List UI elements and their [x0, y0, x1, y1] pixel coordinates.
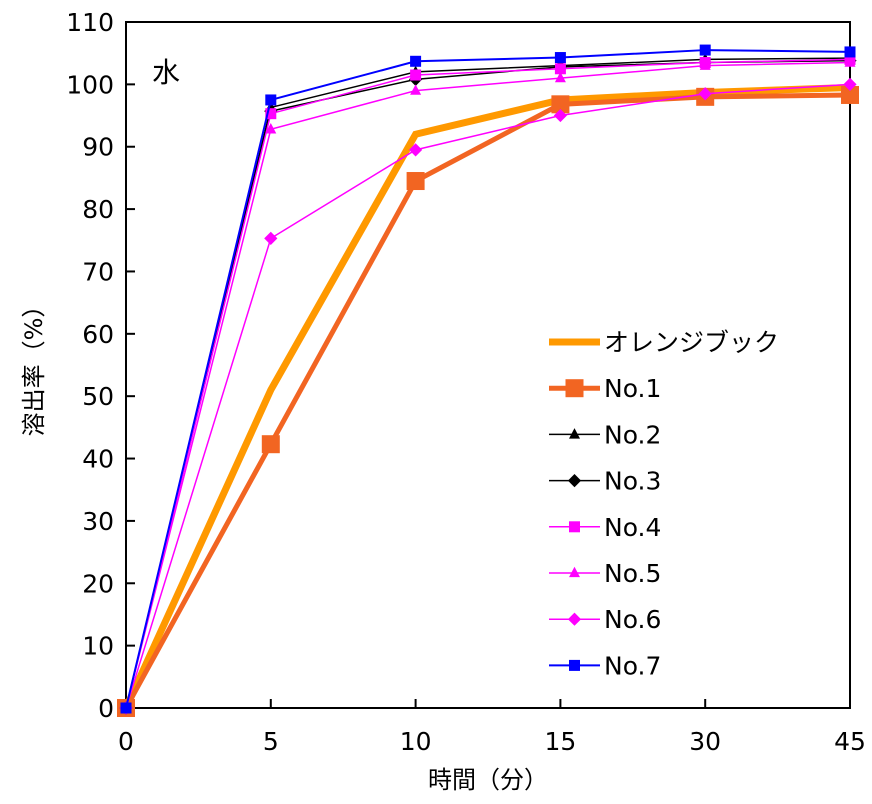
water-annotation: 水 [152, 56, 180, 89]
legend-marker [569, 566, 580, 578]
legend-marker [567, 474, 582, 488]
legend-item-7: No.6 [549, 605, 661, 634]
series-line [125, 61, 851, 709]
series-line [125, 49, 851, 709]
data-point [698, 87, 712, 101]
data-point [699, 44, 711, 56]
x-tick-label: 30 [689, 727, 721, 756]
y-tick-label: 20 [82, 569, 114, 598]
y-tick-label: 80 [82, 195, 114, 224]
y-tick-label: 110 [66, 8, 114, 37]
legend-label: No.3 [604, 467, 661, 496]
series-line [123, 92, 851, 710]
x-axis-title: 時間（分） [428, 766, 548, 794]
y-tick-label: 30 [82, 507, 114, 536]
y-axis-title: 溶出率（%） [20, 294, 48, 437]
legend-item-1: オレンジブック [549, 328, 779, 357]
legend-item-6: No.5 [549, 559, 661, 588]
legend-label: No.6 [604, 605, 661, 634]
data-point [554, 71, 566, 83]
y-tick-label: 70 [82, 257, 114, 286]
y-tick-label: 40 [82, 445, 114, 474]
legend-marker [567, 612, 582, 626]
data-point [699, 59, 711, 70]
legend-item-8: No.7 [549, 651, 661, 680]
data-point [554, 63, 566, 75]
data-point [265, 122, 277, 134]
data-point [551, 95, 570, 114]
legend-label: No.5 [604, 559, 661, 588]
y-tick-label: 50 [82, 382, 114, 411]
data-point [264, 231, 278, 246]
data-point [554, 52, 566, 64]
legend-label: オレンジブック [604, 328, 779, 357]
legend-marker [569, 428, 580, 439]
series-8 [120, 44, 856, 714]
legend-item-5: No.4 [549, 513, 661, 542]
legend-marker [569, 659, 580, 671]
data-point [844, 46, 856, 58]
y-tick-label: 10 [82, 632, 114, 661]
legend-label: No.4 [604, 513, 661, 542]
legend-label: No.1 [604, 374, 661, 403]
data-point [261, 435, 280, 454]
data-point [843, 77, 857, 91]
legend-label: No.7 [604, 651, 661, 680]
data-point [844, 56, 856, 67]
legend-item-4: No.3 [549, 467, 661, 496]
data-point [406, 172, 425, 191]
x-tick-label: 0 [118, 727, 134, 756]
data-point [410, 84, 422, 95]
data-point [409, 143, 423, 157]
x-tick-label: 45 [834, 727, 866, 756]
data-point [841, 85, 859, 104]
data-point [265, 108, 277, 120]
legend-marker [569, 521, 580, 533]
data-point [410, 69, 422, 81]
data-point [553, 108, 567, 123]
data-point [265, 94, 277, 106]
series-line [125, 83, 851, 709]
y-tick-label: 0 [98, 694, 114, 723]
series-line [125, 58, 851, 709]
data-point [410, 55, 422, 67]
plot-area [125, 21, 851, 709]
legend-item-3: No.2 [549, 420, 661, 449]
y-tick-label: 100 [66, 70, 114, 99]
series-layer [117, 44, 859, 717]
x-tick-label: 15 [544, 727, 576, 756]
x-tick-label: 10 [400, 727, 432, 756]
legend-marker [565, 379, 584, 398]
y-tick-label: 60 [82, 320, 114, 349]
legend: オレンジブック No.1 No.2 No.3 No.4 No.5 No.6 No.7 [549, 328, 779, 680]
y-axis: 0 10 20 30 40 50 60 70 80 90 100 110 [66, 8, 135, 723]
x-tick-label: 5 [263, 727, 279, 756]
y-tick-label: 90 [82, 133, 114, 162]
data-point [120, 702, 132, 714]
legend-item-2: No.1 [549, 374, 661, 403]
legend-label: No.2 [604, 420, 661, 449]
